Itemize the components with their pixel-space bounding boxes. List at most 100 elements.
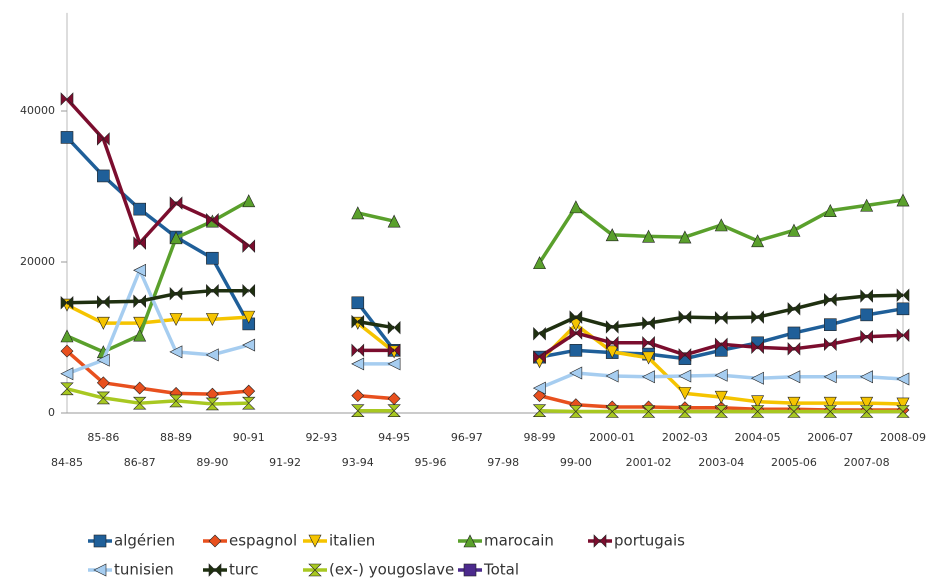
marker	[823, 396, 837, 410]
marker	[823, 203, 837, 217]
marker	[678, 369, 692, 383]
marker	[824, 293, 837, 307]
x-tick-label: 2003-04	[698, 456, 744, 469]
x-tick-label: 92-93	[305, 431, 337, 444]
marker	[169, 196, 183, 210]
marker	[593, 534, 607, 548]
marker	[859, 405, 874, 418]
marker	[60, 92, 74, 106]
marker	[859, 370, 873, 384]
marker	[896, 405, 910, 418]
marker	[750, 371, 764, 385]
marker	[714, 218, 728, 232]
x-tick-label: 98-99	[524, 431, 556, 444]
marker	[860, 289, 873, 303]
marker	[351, 314, 365, 329]
marker	[60, 344, 74, 358]
marker	[206, 283, 219, 298]
x-tick-label: 94-95	[378, 431, 410, 444]
marker	[387, 404, 401, 418]
marker	[463, 534, 477, 548]
legend-label: espagnol	[229, 532, 297, 550]
marker	[824, 318, 837, 331]
marker	[208, 534, 222, 548]
marker	[787, 342, 801, 356]
marker	[896, 288, 910, 302]
marker	[308, 563, 322, 577]
x-tick-label: 90-91	[233, 431, 265, 444]
marker	[532, 381, 546, 395]
marker	[714, 368, 728, 382]
marker	[133, 236, 146, 250]
legend-label: marocain	[484, 532, 554, 550]
marker	[642, 229, 656, 243]
marker	[242, 384, 256, 398]
line	[65, 136, 904, 361]
marker	[351, 206, 365, 220]
legend-label: algérien	[114, 532, 175, 550]
x-tick-label: 2002-03	[662, 431, 708, 444]
marker	[569, 366, 583, 380]
marker	[787, 302, 801, 316]
marker	[714, 311, 728, 325]
marker	[787, 405, 801, 418]
marker	[896, 328, 910, 342]
marker	[750, 405, 765, 418]
marker	[205, 313, 219, 327]
marker	[642, 351, 656, 365]
series	[60, 92, 910, 364]
x-tick-label: 88-89	[160, 431, 192, 444]
marker	[97, 295, 110, 309]
marker	[351, 357, 365, 371]
marker	[169, 286, 183, 301]
marker	[351, 389, 365, 403]
x-tick-label: 2006-07	[807, 431, 853, 444]
x-tick-label: 2004-05	[735, 431, 781, 444]
marker	[169, 394, 183, 408]
marker	[823, 370, 837, 384]
marker	[605, 320, 619, 334]
marker	[93, 563, 107, 577]
x-tick-label: 84-85	[51, 456, 83, 469]
marker	[642, 336, 655, 350]
x-tick-label: 93-94	[342, 456, 374, 469]
marker	[678, 387, 692, 401]
x-tick-label: 2005-06	[771, 456, 817, 469]
marker	[387, 320, 401, 335]
marker	[605, 336, 619, 350]
x-tick-label: 2007-08	[844, 456, 890, 469]
y-tick-label: 0	[48, 406, 55, 419]
legend-label: tunisien	[114, 561, 174, 579]
marker	[678, 405, 692, 418]
marker	[533, 327, 546, 341]
marker	[787, 326, 801, 340]
marker	[751, 234, 765, 248]
legend-label: turc	[229, 561, 258, 579]
marker	[641, 370, 655, 384]
marker	[133, 263, 146, 277]
marker	[787, 396, 801, 410]
marker	[133, 294, 146, 308]
x-tick-label: 2001-02	[626, 456, 672, 469]
marker	[642, 316, 655, 330]
marker	[787, 223, 801, 237]
marker	[206, 251, 219, 265]
marker	[533, 350, 546, 364]
x-tick-label: 96-97	[451, 431, 483, 444]
series	[60, 263, 910, 395]
marker	[206, 212, 219, 227]
marker	[860, 396, 874, 410]
marker	[242, 194, 256, 208]
x-tick-label: 85-86	[87, 431, 119, 444]
x-tick-label: 86-87	[124, 456, 156, 469]
marker	[387, 392, 401, 406]
marker	[751, 395, 765, 409]
marker	[96, 376, 110, 390]
marker	[463, 563, 477, 577]
marker	[860, 198, 874, 212]
line	[66, 288, 904, 336]
marker	[96, 353, 110, 367]
marker	[641, 405, 656, 418]
y-tick-label: 40000	[20, 104, 55, 117]
